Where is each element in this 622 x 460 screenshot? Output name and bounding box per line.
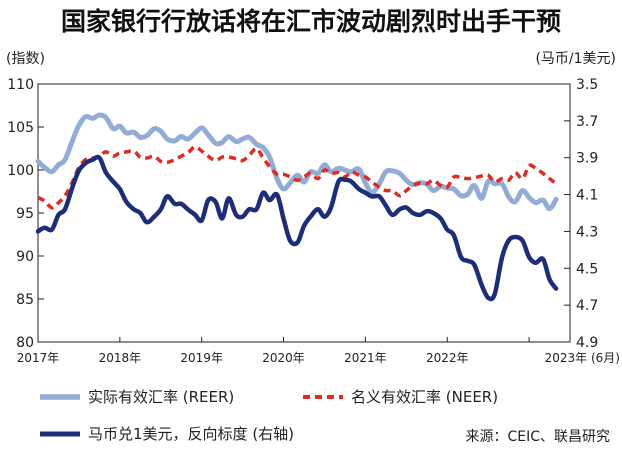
right-tick-label: 4.5 bbox=[576, 261, 598, 277]
left-tick-label: 100 bbox=[7, 163, 34, 179]
x-tick-label: 2019年 bbox=[180, 351, 223, 365]
series-line-0 bbox=[35, 112, 559, 212]
x-tick-label: 2023年 (6月) bbox=[545, 351, 620, 365]
left-tick-label: 105 bbox=[7, 120, 34, 136]
x-tick-label: 2022年 bbox=[426, 351, 469, 365]
legend-label-1: 名义有效汇率 (NEER) bbox=[351, 388, 498, 406]
series-layer bbox=[35, 112, 559, 302]
right-tick-label: 3.7 bbox=[576, 114, 598, 130]
x-tick-label: 2017年 bbox=[17, 351, 60, 365]
left-tick-label: 110 bbox=[7, 77, 34, 93]
right-tick-label: 4.1 bbox=[576, 188, 598, 204]
source-note: 来源：CEIC、联昌研究 bbox=[465, 429, 610, 445]
series-line-2 bbox=[35, 154, 559, 302]
legend: 实际有效汇率 (REER) 名义有效汇率 (NEER) 马币兑1美元，反向标度 (右… bbox=[40, 388, 498, 443]
x-tick-label: 2018年 bbox=[99, 351, 142, 365]
right-tick-label: 3.9 bbox=[576, 151, 598, 167]
chart-title: 国家银行行放话将在汇市波动剧烈时出手干预 bbox=[61, 7, 561, 36]
left-axis: 110 105 100 95 90 85 80 bbox=[7, 77, 44, 351]
left-tick-label: 90 bbox=[16, 249, 34, 265]
left-tick-label: 80 bbox=[16, 335, 34, 351]
x-axis: 2017年 2018年 2019年 2020年 2021年 2022年 2023年 (6月) bbox=[17, 337, 620, 365]
right-axis-label: (马币/1美元) bbox=[535, 51, 616, 67]
x-tick-label: 2020年 bbox=[262, 351, 305, 365]
right-tick-label: 4.9 bbox=[576, 335, 598, 351]
series-line-1 bbox=[37, 145, 558, 210]
right-tick-label: 3.5 bbox=[576, 77, 598, 93]
right-tick-label: 4.3 bbox=[576, 224, 598, 240]
left-axis-label: (指数) bbox=[6, 51, 45, 67]
legend-label-0: 实际有效汇率 (REER) bbox=[88, 388, 234, 406]
legend-label-2: 马币兑1美元，反向标度 (右轴) bbox=[88, 425, 294, 443]
plot-frame bbox=[37, 83, 571, 343]
x-tick-label: 2021年 bbox=[344, 351, 387, 365]
right-axis: 3.5 3.7 3.9 4.1 4.3 4.5 4.7 4.9 bbox=[564, 77, 598, 351]
left-tick-label: 85 bbox=[16, 292, 34, 308]
left-tick-label: 95 bbox=[16, 206, 34, 222]
right-tick-label: 4.7 bbox=[576, 298, 598, 314]
